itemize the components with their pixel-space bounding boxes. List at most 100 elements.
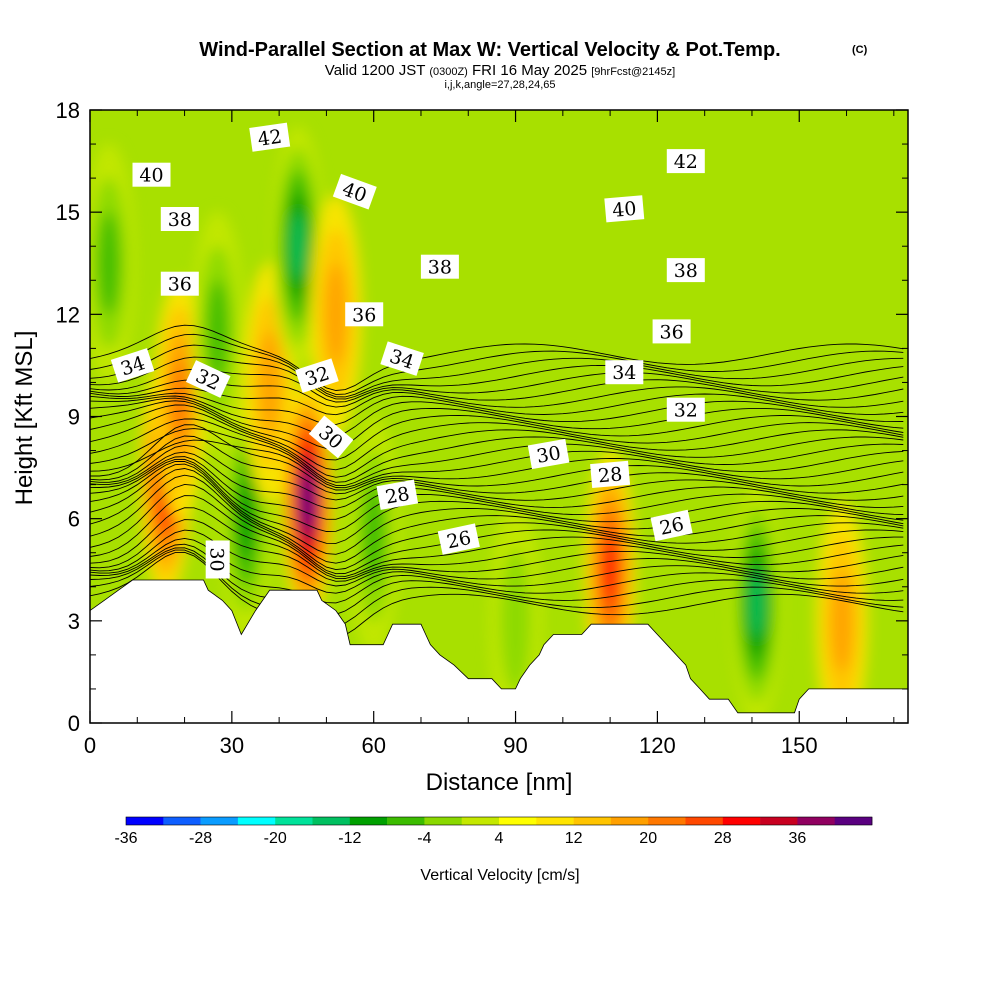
theta-contour-line [90, 397, 904, 449]
svg-text:36: 36 [352, 304, 376, 326]
x-axis-title: Distance [nm] [426, 769, 573, 796]
colorbar-swatch [349, 817, 388, 825]
colorbar-tick-label: -20 [264, 830, 287, 847]
colorbar-tick-label: -12 [338, 830, 361, 847]
theta-contour-line [90, 386, 904, 416]
theta-contour-line [90, 468, 904, 564]
x-tick-label: 90 [503, 733, 527, 758]
colorbar-tick-label: -36 [114, 830, 137, 847]
svg-text:40: 40 [139, 165, 163, 187]
theta-label: 30 [205, 540, 230, 579]
theta-contour-line [90, 451, 904, 510]
theta-contour-line [90, 444, 904, 501]
colorbar-tick-label: 36 [789, 830, 807, 847]
svg-text:36: 36 [660, 321, 684, 343]
theta-label: 38 [420, 254, 459, 279]
svg-text:30: 30 [206, 547, 228, 571]
svg-text:38: 38 [674, 260, 698, 282]
colorbar-swatch [648, 817, 686, 825]
y-tick-label: 18 [56, 98, 80, 123]
colorbar-tick-label: -4 [417, 830, 431, 847]
theta-label: 28 [590, 460, 631, 489]
theta-contour-line [90, 456, 904, 520]
colorbar-swatch [275, 817, 313, 825]
velocity-cell [206, 279, 229, 383]
theta-label: 40 [604, 195, 645, 223]
y-tick-label: 0 [68, 711, 80, 736]
y-axis-title: Height [Kft MSL] [11, 331, 38, 506]
x-tick-label: 60 [361, 733, 385, 758]
svg-text:42: 42 [674, 151, 698, 173]
theta-contour-line [90, 344, 904, 398]
velocity-cell [499, 548, 532, 693]
theta-contour-line [90, 549, 904, 628]
x-tick-label: 0 [84, 733, 96, 758]
svg-text:32: 32 [674, 400, 698, 422]
theta-contour-line [90, 428, 904, 486]
colorbar-title: Vertical Velocity [cm/s] [420, 867, 579, 884]
svg-text:26: 26 [658, 513, 686, 540]
theta-contour-line [90, 458, 904, 532]
theta-contour-line [90, 424, 904, 491]
colorbar-swatch [573, 817, 612, 825]
theta-contour-line [90, 460, 904, 544]
theta-contour-line [90, 404, 904, 471]
colorbar-swatch [387, 817, 425, 825]
theta-label: 36 [652, 319, 691, 344]
theta-contour-line [90, 333, 904, 395]
colorbar: -36 -28 -20 -12 -4 4 12 20 28 36 [114, 816, 873, 847]
theta-contour-line [90, 439, 904, 489]
theta-contour-line [90, 507, 904, 579]
svg-text:42: 42 [256, 126, 283, 151]
theta-label: 36 [160, 271, 199, 296]
theta-contour-line [90, 551, 904, 639]
colorbar-tick-label: 4 [495, 830, 504, 847]
theta-contour-line [90, 435, 904, 495]
svg-text:34: 34 [612, 362, 636, 384]
theta-label: 34 [605, 360, 644, 385]
theta-contour-line [90, 324, 904, 391]
y-tick-label: 12 [56, 302, 80, 327]
theta-label: 40 [132, 162, 171, 187]
colorbar-swatch [200, 817, 239, 825]
theta-label: 30 [527, 438, 570, 470]
svg-text:28: 28 [384, 483, 412, 509]
svg-text:26: 26 [445, 527, 473, 554]
theta-contour-line [90, 368, 904, 403]
velocity-cell [303, 484, 312, 519]
chart-subtitle: Valid 1200 JST (0300Z) FRI 16 May 2025 [… [325, 62, 675, 79]
colorbar-swatch [237, 817, 276, 825]
y-tick-label: 3 [68, 609, 80, 634]
colorbar-swatch [499, 817, 537, 825]
chart-title: Wind-Parallel Section at Max W: Vertical… [199, 39, 780, 61]
colorbar-swatch [722, 817, 761, 825]
theta-label: 32 [666, 397, 705, 422]
svg-text:36: 36 [168, 274, 192, 296]
valid-prefix: Valid 1200 JST [325, 62, 425, 79]
y-tick-label: 9 [68, 405, 80, 430]
forecast-info: [9hrFcst@2145z] [591, 66, 675, 78]
x-tick-label: 150 [781, 733, 818, 758]
y-tick-label: 6 [68, 507, 80, 532]
valid-utc: (0300Z) [429, 66, 468, 78]
theta-label: 42 [666, 149, 705, 174]
colorbar-swatch [461, 817, 500, 825]
theta-contours [90, 324, 904, 639]
velocity-cell [290, 213, 306, 279]
y-tick-label: 15 [56, 200, 80, 225]
svg-text:38: 38 [428, 257, 452, 279]
velocity-cell [324, 262, 348, 366]
svg-text:30: 30 [535, 442, 563, 468]
colorbar-tick-label: 12 [565, 830, 583, 847]
colorbar-tick-label: 20 [639, 830, 657, 847]
colorbar-swatch [685, 817, 724, 825]
theta-label: 36 [345, 302, 384, 327]
colorbar-swatch [610, 817, 649, 825]
theta-label: 28 [376, 479, 419, 510]
theta-contour-line [90, 392, 904, 426]
valid-date: FRI 16 May 2025 [472, 62, 587, 79]
theta-label: 26 [650, 509, 693, 542]
